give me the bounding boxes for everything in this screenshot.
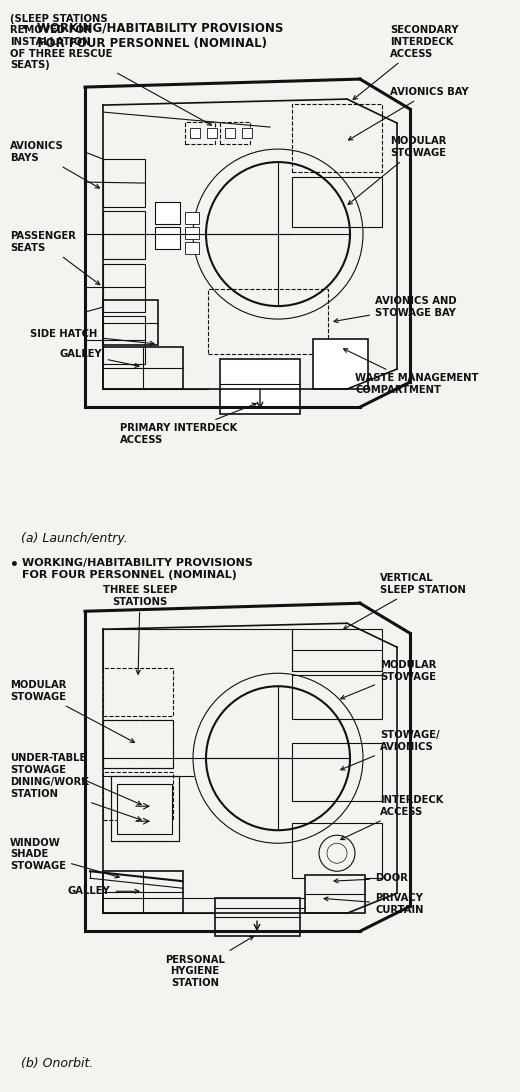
Text: WASTE MANAGEMENT
COMPARTMENT: WASTE MANAGEMENT COMPARTMENT: [344, 348, 478, 395]
Text: DOOR: DOOR: [334, 874, 408, 883]
Bar: [111, 776, 179, 841]
Text: PERSONAL
HYGIENE
STATION: PERSONAL HYGIENE STATION: [165, 936, 254, 988]
Bar: [103, 159, 145, 207]
Bar: [103, 316, 145, 364]
Text: •: •: [10, 558, 19, 572]
Bar: [292, 744, 382, 802]
Text: STOWAGE/
AVIONICS: STOWAGE/ AVIONICS: [341, 731, 439, 770]
Text: •  WORKING/HABITABILITY PROVISIONS
    FOR FOUR PERSONNEL (NOMINAL): • WORKING/HABITABILITY PROVISIONS FOR FO…: [21, 22, 283, 50]
Text: AVIONICS
BAYS: AVIONICS BAYS: [10, 141, 99, 188]
Bar: [292, 675, 382, 720]
Text: AVIONICS AND
STOWAGE BAY: AVIONICS AND STOWAGE BAY: [334, 296, 457, 322]
Text: MODULAR
STOWAGE: MODULAR STOWAGE: [341, 661, 436, 699]
Bar: [313, 340, 368, 389]
Bar: [103, 871, 183, 913]
Text: PASSENGER
SEATS: PASSENGER SEATS: [10, 232, 100, 285]
Text: SIDE HATCH: SIDE HATCH: [30, 329, 154, 345]
Bar: [103, 347, 183, 389]
Text: MODULAR
STOWAGE: MODULAR STOWAGE: [10, 680, 135, 743]
Bar: [185, 122, 215, 144]
Bar: [155, 227, 180, 249]
Bar: [225, 128, 235, 138]
Bar: [103, 300, 158, 345]
Bar: [117, 784, 172, 834]
Text: PRIVACY
CURTAIN: PRIVACY CURTAIN: [324, 893, 423, 915]
Text: PRIMARY INTERDECK
ACCESS: PRIMARY INTERDECK ACCESS: [120, 403, 256, 444]
Bar: [292, 177, 382, 227]
Text: INTERDECK
ACCESS: INTERDECK ACCESS: [341, 795, 444, 840]
Bar: [103, 668, 173, 716]
Bar: [103, 721, 173, 769]
Text: GALLEY: GALLEY: [60, 349, 139, 367]
Bar: [185, 242, 199, 254]
Bar: [220, 359, 300, 414]
Bar: [103, 211, 145, 259]
Text: THREE SLEEP
STATIONS: THREE SLEEP STATIONS: [103, 585, 177, 674]
Bar: [185, 212, 199, 224]
Text: VERTICAL
SLEEP STATION: VERTICAL SLEEP STATION: [344, 573, 466, 629]
Text: DINING/WORK
STATION: DINING/WORK STATION: [10, 778, 141, 820]
Bar: [207, 128, 217, 138]
Bar: [292, 823, 382, 878]
Bar: [103, 721, 173, 769]
Bar: [292, 629, 382, 672]
Text: WINDOW
SHADE
STOWAGE: WINDOW SHADE STOWAGE: [10, 838, 119, 878]
Bar: [103, 772, 173, 820]
Text: (SLEEP STATIONS
REMOVED FOR
INSTALLATION
OF THREE RESCUE
SEATS): (SLEEP STATIONS REMOVED FOR INSTALLATION…: [10, 14, 212, 126]
Text: (b) Onorbit.: (b) Onorbit.: [21, 1057, 93, 1070]
Text: AVIONICS BAY: AVIONICS BAY: [348, 87, 469, 140]
Bar: [242, 128, 252, 138]
Text: SECONDARY
INTERDECK
ACCESS: SECONDARY INTERDECK ACCESS: [353, 25, 459, 99]
Text: UNDER-TABLE
STOWAGE: UNDER-TABLE STOWAGE: [10, 753, 141, 805]
Bar: [185, 227, 199, 239]
Bar: [111, 776, 179, 841]
Bar: [208, 289, 328, 354]
Text: (a) Launch/entry.: (a) Launch/entry.: [21, 532, 127, 545]
Bar: [215, 899, 300, 936]
Text: GALLEY: GALLEY: [68, 887, 139, 897]
Bar: [305, 876, 365, 913]
Text: MODULAR
STOWAGE: MODULAR STOWAGE: [348, 136, 446, 204]
Bar: [220, 122, 250, 144]
Bar: [292, 104, 382, 173]
Bar: [103, 264, 145, 312]
Bar: [155, 202, 180, 224]
Text: WORKING/HABITABILITY PROVISIONS
FOR FOUR PERSONNEL (NOMINAL): WORKING/HABITABILITY PROVISIONS FOR FOUR…: [22, 558, 253, 580]
Bar: [190, 128, 200, 138]
